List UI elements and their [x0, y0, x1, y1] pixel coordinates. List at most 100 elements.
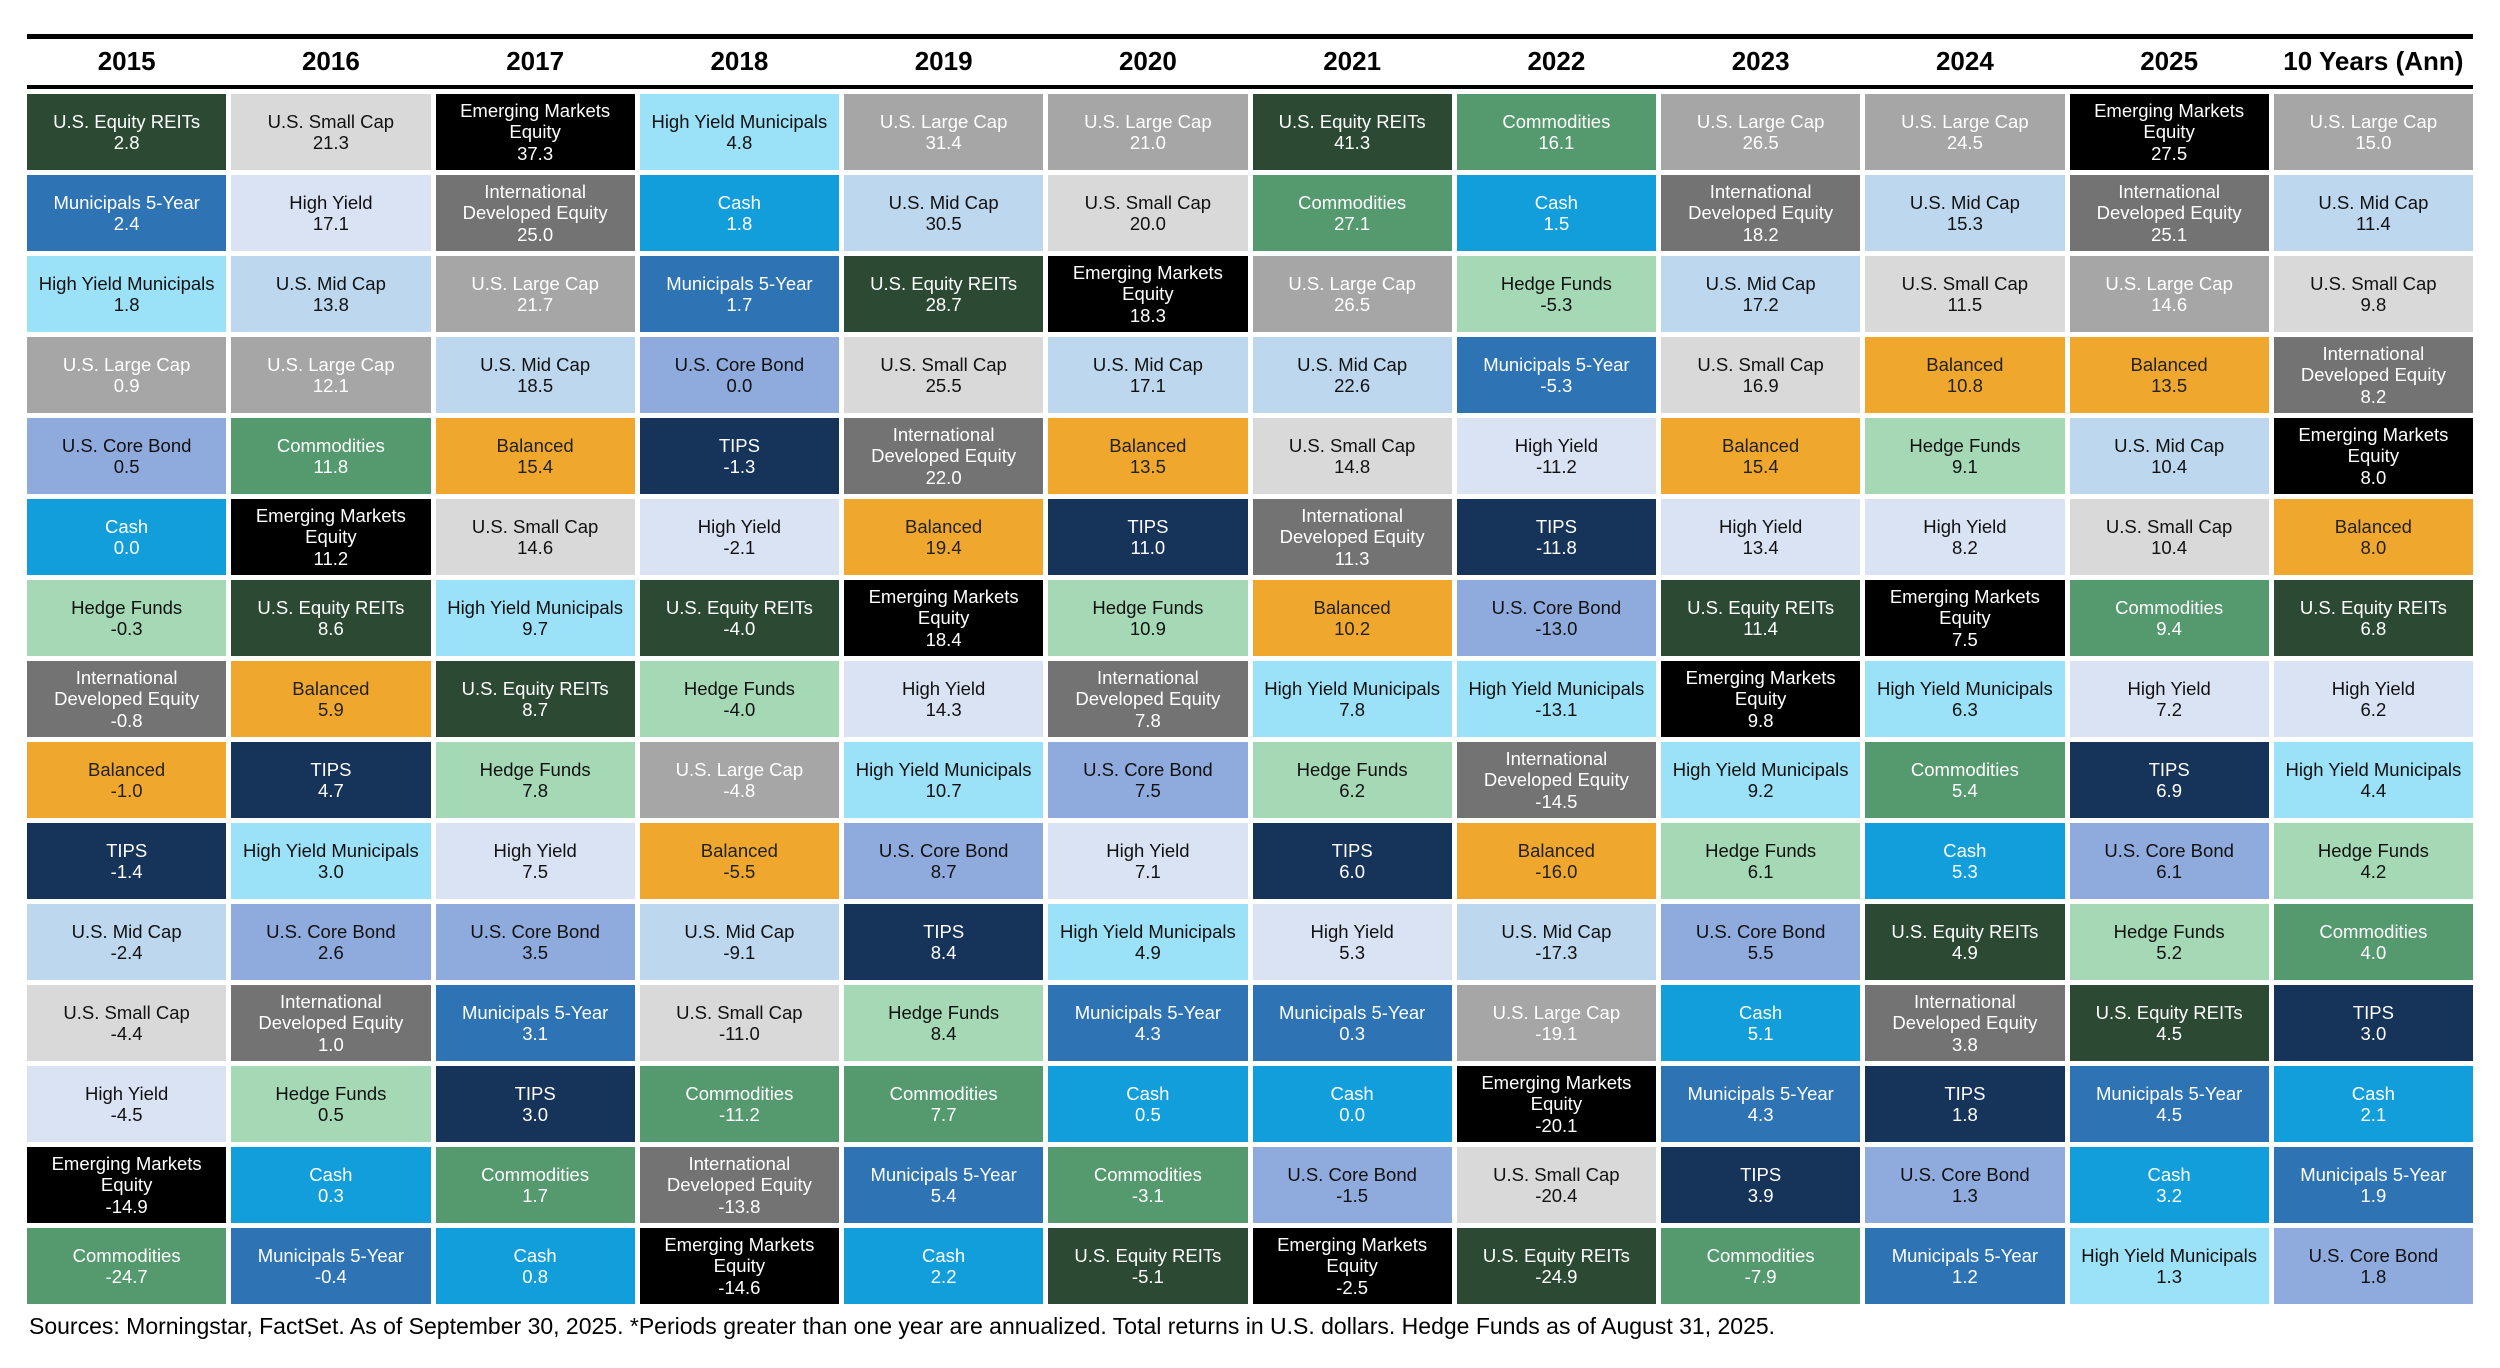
return-cell: Emerging Markets Equity 8.0: [2273, 418, 2473, 494]
asset-class-label: U.S. Large Cap: [675, 758, 804, 780]
asset-class-label: International Developed Equity: [2096, 180, 2242, 224]
return-value: 5.1: [1747, 1023, 1774, 1044]
return-cell: Commodities 7.7: [844, 1066, 1044, 1142]
asset-class-label: High Yield Municipals: [242, 839, 419, 861]
asset-class-label: High Yield Municipals: [38, 272, 215, 294]
return-value: 9.8: [1747, 709, 1774, 731]
year-header-row: 2015 2016 2017 2018 2019 2020 2021 2022 2023 2024…: [27, 34, 2473, 89]
return-cell: Commodities 1.7: [435, 1147, 635, 1223]
return-cell: U.S. Equity REITs 4.5: [2069, 985, 2269, 1061]
return-cell: Cash 2.2: [844, 1228, 1044, 1304]
return-value: -19.1: [1535, 1023, 1578, 1044]
return-value: -1.4: [110, 861, 143, 882]
return-cell: U.S. Small Cap 10.4: [2069, 499, 2269, 575]
asset-class-label: Cash: [2351, 1082, 2395, 1104]
return-value: 9.1: [1952, 456, 1978, 477]
asset-class-label: Balanced: [1109, 434, 1187, 456]
return-cell: Balanced 10.2: [1252, 580, 1452, 656]
asset-class-label: Municipals 5-Year: [257, 1244, 405, 1266]
asset-class-label: Balanced: [88, 758, 166, 780]
return-value: -20.1: [1535, 1114, 1578, 1136]
asset-class-label: International Developed Equity: [1892, 990, 2038, 1034]
asset-class-label: U.S. Large Cap: [1696, 110, 1825, 132]
return-cell: U.S. Core Bond 6.1: [2069, 823, 2269, 899]
return-cell: U.S. Large Cap 14.6: [2069, 256, 2269, 332]
return-value: -11.2: [718, 1104, 760, 1125]
return-cell: High Yield Municipals 9.2: [1661, 742, 1861, 818]
return-value: 0.8: [522, 1266, 548, 1287]
asset-class-label: U.S. Large Cap: [1492, 1001, 1621, 1023]
return-cell: Cash 5.3: [1865, 823, 2065, 899]
return-cell: High Yield Municipals 3.0: [231, 823, 431, 899]
return-value: 13.5: [1129, 456, 1166, 477]
return-value: 4.2: [2360, 861, 2387, 882]
return-value: 14.6: [517, 537, 554, 558]
return-value: 6.1: [1747, 861, 1774, 882]
asset-class-label: TIPS: [310, 758, 352, 780]
return-cell: TIPS -1.4: [27, 823, 227, 899]
asset-class-label: U.S. Core Bond: [61, 434, 192, 456]
return-cell: Cash 3.2: [2069, 1147, 2269, 1223]
return-value: 5.4: [930, 1185, 957, 1206]
return-cell: High Yield Municipals 6.3: [1865, 661, 2065, 737]
asset-class-label: High Yield: [901, 677, 986, 699]
return-value: 4.4: [2360, 780, 2387, 801]
return-value: 21.3: [312, 132, 349, 153]
asset-class-label: Commodities: [889, 1082, 998, 1104]
asset-class-label: High Yield: [84, 1082, 169, 1104]
return-value: 0.5: [318, 1104, 344, 1125]
return-cell: TIPS 3.0: [435, 1066, 635, 1142]
return-cell: U.S. Equity REITs 4.9: [1865, 904, 2065, 980]
asset-class-label: U.S. Core Bond: [1491, 596, 1622, 618]
return-cell: International Developed Equity 3.8: [1865, 985, 2065, 1061]
return-value: 3.0: [522, 1104, 548, 1125]
return-cell: High Yield Municipals 1.3: [2069, 1228, 2269, 1304]
return-value: 2.4: [113, 213, 140, 234]
asset-class-label: High Yield: [2127, 677, 2211, 699]
return-value: 10.2: [1334, 618, 1371, 639]
return-cell: TIPS 6.0: [1252, 823, 1452, 899]
asset-class-label: Commodities: [1502, 110, 1611, 132]
return-value: 6.8: [2360, 618, 2387, 639]
return-cell: Commodities 16.1: [1456, 94, 1656, 170]
return-value: 2.1: [2360, 1104, 2387, 1125]
asset-class-label: U.S. Mid Cap: [275, 272, 386, 294]
return-cell: U.S. Small Cap 14.8: [1252, 418, 1452, 494]
return-value: -2.5: [1336, 1276, 1369, 1298]
year-header: 2022: [1527, 46, 1586, 76]
return-value: -2.4: [110, 942, 143, 963]
return-cell: U.S. Large Cap 31.4: [844, 94, 1044, 170]
return-value: 6.1: [2156, 861, 2182, 882]
return-cell: TIPS 8.4: [844, 904, 1044, 980]
return-value: 24.5: [1946, 132, 1983, 153]
asset-class-label: U.S. Mid Cap: [2114, 434, 2225, 456]
return-value: 10.9: [1129, 618, 1166, 639]
year-header: 10 Years (Ann): [2283, 46, 2464, 76]
asset-class-label: U.S. Large Cap: [2309, 110, 2438, 132]
return-cell: Cash 5.1: [1661, 985, 1861, 1061]
return-cell: U.S. Large Cap 0.9: [27, 337, 227, 413]
source-note: Sources: Morningstar, FactSet. As of Sep…: [29, 1313, 1776, 1339]
return-value: 4.9: [1952, 942, 1978, 963]
return-value: -24.9: [1535, 1266, 1578, 1287]
asset-class-label: U.S. Mid Cap: [1501, 920, 1612, 942]
return-cell: U.S. Small Cap -20.4: [1456, 1147, 1656, 1223]
return-value: 8.0: [2360, 537, 2387, 558]
return-value: 9.7: [522, 618, 548, 639]
return-value: 1.7: [522, 1185, 548, 1206]
return-cell: U.S. Mid Cap 13.8: [231, 256, 431, 332]
year-header: 2015: [97, 46, 156, 76]
return-value: 11.3: [1334, 547, 1370, 569]
asset-class-returns-quilt: 2015 2016 2017 2018 2019 2020 2021 2022 2023 2024…: [27, 34, 2473, 1339]
return-value: -13.0: [1535, 618, 1578, 639]
return-value: 1.8: [1952, 1104, 1978, 1125]
return-value: 6.2: [2360, 699, 2387, 720]
asset-class-label: Cash: [105, 515, 149, 537]
return-value: 25.5: [925, 375, 962, 396]
asset-class-label: Balanced: [2130, 353, 2208, 375]
asset-class-label: U.S. Mid Cap: [1705, 272, 1816, 294]
asset-class-label: U.S. Mid Cap: [684, 920, 795, 942]
asset-class-label: U.S. Small Cap: [880, 353, 1007, 375]
asset-class-label: Hedge Funds: [275, 1082, 387, 1104]
asset-class-label: U.S. Large Cap: [267, 353, 395, 375]
